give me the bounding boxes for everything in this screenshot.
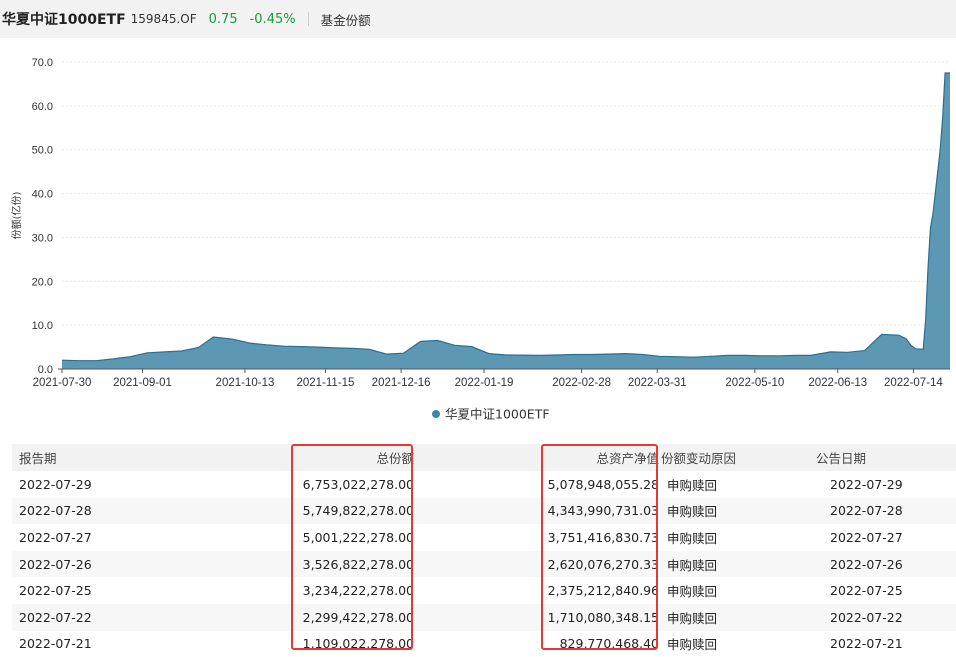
table-row: 2022-07-26 3,526,822,278.00 2,620,076,270.… bbox=[12, 550, 956, 578]
cell-period: 2022-07-29 bbox=[19, 476, 92, 492]
table-row: 2022-07-21 1,109,022,278.00 829,770,468.40… bbox=[12, 631, 956, 657]
table-header-row: 报告期 总份额 总资产净值 份额变动原因 公告日期 bbox=[12, 444, 956, 471]
cell-total-shares: 2,299,422,278.00 bbox=[302, 609, 414, 625]
cell-total-nav: 829,770,468.40 bbox=[559, 636, 659, 652]
col-header-total-shares[interactable]: 总份额 bbox=[376, 451, 414, 466]
cell-period: 2022-07-26 bbox=[19, 556, 92, 572]
table-row: 2022-07-25 3,234,222,278.00 2,375,212,840.… bbox=[12, 577, 956, 604]
cell-announce-date: 2022-07-21 bbox=[830, 636, 903, 652]
cell-period: 2022-07-22 bbox=[19, 609, 92, 625]
table-row: 2022-07-28 5,749,822,278.00 4,343,990,731.… bbox=[12, 497, 956, 525]
cell-total-shares: 3,234,222,278.00 bbox=[302, 583, 414, 599]
cell-announce-date: 2022-07-25 bbox=[830, 583, 903, 599]
col-header-total-nav[interactable]: 总资产净值 bbox=[596, 451, 659, 466]
y-tick-label: 10.0 bbox=[32, 320, 53, 332]
series-line bbox=[61, 72, 950, 362]
y-tick-label: 70.0 bbox=[32, 57, 53, 69]
x-tick-label: 2022-02-28 bbox=[552, 377, 611, 389]
y-axis-label: 份额(亿份) bbox=[10, 192, 23, 240]
col-header-period[interactable]: 报告期 bbox=[19, 451, 57, 466]
x-tick-label: 2022-05-10 bbox=[725, 377, 784, 389]
x-tick-label: 2022-06-13 bbox=[808, 377, 867, 389]
cell-reason: 申购赎回 bbox=[667, 584, 718, 600]
cell-reason: 申购赎回 bbox=[667, 530, 718, 546]
legend-label: 华夏中证1000ETF bbox=[445, 407, 550, 422]
cell-total-shares: 3,526,822,278.00 bbox=[302, 556, 414, 572]
header-divider bbox=[307, 12, 309, 26]
table-row: 2022-07-27 5,001,222,278.00 3,751,416,830.… bbox=[12, 524, 956, 551]
cell-announce-date: 2022-07-27 bbox=[830, 529, 903, 545]
x-tick-label: 2022-03-31 bbox=[628, 377, 687, 389]
cell-total-nav: 2,620,076,270.33 bbox=[547, 556, 659, 572]
cell-period: 2022-07-27 bbox=[19, 529, 92, 545]
tab-fund-shares[interactable]: 基金份额 bbox=[320, 12, 371, 28]
cell-period: 2022-07-25 bbox=[19, 583, 92, 599]
cell-total-nav: 1,710,080,348.15 bbox=[547, 609, 659, 625]
series-area bbox=[62, 73, 950, 369]
legend-marker bbox=[432, 410, 440, 418]
cell-total-shares: 5,749,822,278.00 bbox=[302, 503, 414, 519]
col-header-reason[interactable]: 份额变动原因 bbox=[661, 451, 737, 466]
cell-total-shares: 1,109,022,278.00 bbox=[302, 636, 414, 652]
fund-name: 华夏中证1000ETF bbox=[2, 12, 126, 28]
fund-change: -0.45% bbox=[249, 11, 296, 27]
y-tick-label: 20.0 bbox=[32, 276, 53, 288]
x-tick-label: 2022-01-19 bbox=[455, 377, 514, 389]
fund-price: 0.75 bbox=[208, 11, 238, 27]
cell-reason: 申购赎回 bbox=[667, 557, 718, 573]
cell-period: 2022-07-21 bbox=[19, 636, 92, 652]
cell-announce-date: 2022-07-26 bbox=[830, 556, 903, 572]
cell-total-shares: 6,753,022,278.00 bbox=[302, 476, 414, 492]
table-row: 2022-07-29 6,753,022,278.00 5,078,948,055.… bbox=[12, 471, 956, 498]
shares-table: 报告期 总份额 总资产净值 份额变动原因 公告日期 2022-07-29 6,75… bbox=[12, 444, 956, 657]
shares-table-container: 报告期 总份额 总资产净值 份额变动原因 公告日期 2022-07-29 6,75… bbox=[12, 444, 956, 657]
x-tick-label: 2021-10-13 bbox=[216, 377, 275, 389]
x-tick-label: 2021-11-15 bbox=[296, 377, 354, 389]
y-tick-label: 40.0 bbox=[32, 189, 53, 201]
cell-reason: 申购赎回 bbox=[667, 477, 718, 493]
x-tick-label: 2021-12-16 bbox=[372, 377, 431, 389]
y-tick-label: 50.0 bbox=[32, 145, 53, 157]
cell-total-nav: 2,375,212,840.96 bbox=[547, 583, 659, 599]
cell-reason: 申购赎回 bbox=[667, 610, 718, 626]
cell-period: 2022-07-28 bbox=[19, 503, 92, 519]
cell-announce-date: 2022-07-22 bbox=[830, 609, 903, 625]
cell-total-shares: 5,001,222,278.00 bbox=[302, 529, 414, 545]
cell-announce-date: 2022-07-28 bbox=[830, 503, 903, 519]
table-row: 2022-07-22 2,299,422,278.00 1,710,080,348.… bbox=[12, 603, 956, 631]
cell-total-nav: 4,343,990,731.03 bbox=[547, 503, 659, 519]
fund-code: 159845.OF bbox=[130, 12, 197, 26]
fund-header: 华夏中证1000ETF 159845.OF 0.75 -0.45% 基金份额 bbox=[0, 0, 956, 38]
y-tick-label: 0.0 bbox=[38, 364, 53, 376]
cell-total-nav: 3,751,416,830.73 bbox=[547, 529, 659, 545]
x-tick-label: 2021-09-01 bbox=[113, 377, 172, 389]
shares-area-chart: 0.0 10.0 20.0 30.0 40.0 50.0 60.0 70.0 份额(亿份) 202… bbox=[10, 57, 950, 422]
y-tick-label: 30.0 bbox=[32, 232, 53, 244]
cell-announce-date: 2022-07-29 bbox=[830, 476, 903, 492]
x-tick-label: 2022-07-14 bbox=[884, 377, 943, 389]
cell-total-nav: 5,078,948,055.28 bbox=[547, 476, 659, 492]
col-header-announce-date[interactable]: 公告日期 bbox=[816, 451, 867, 466]
cell-reason: 申购赎回 bbox=[667, 637, 718, 653]
y-tick-label: 60.0 bbox=[32, 101, 53, 113]
x-tick-label: 2021-07-30 bbox=[33, 377, 92, 389]
cell-reason: 申购赎回 bbox=[667, 504, 718, 520]
